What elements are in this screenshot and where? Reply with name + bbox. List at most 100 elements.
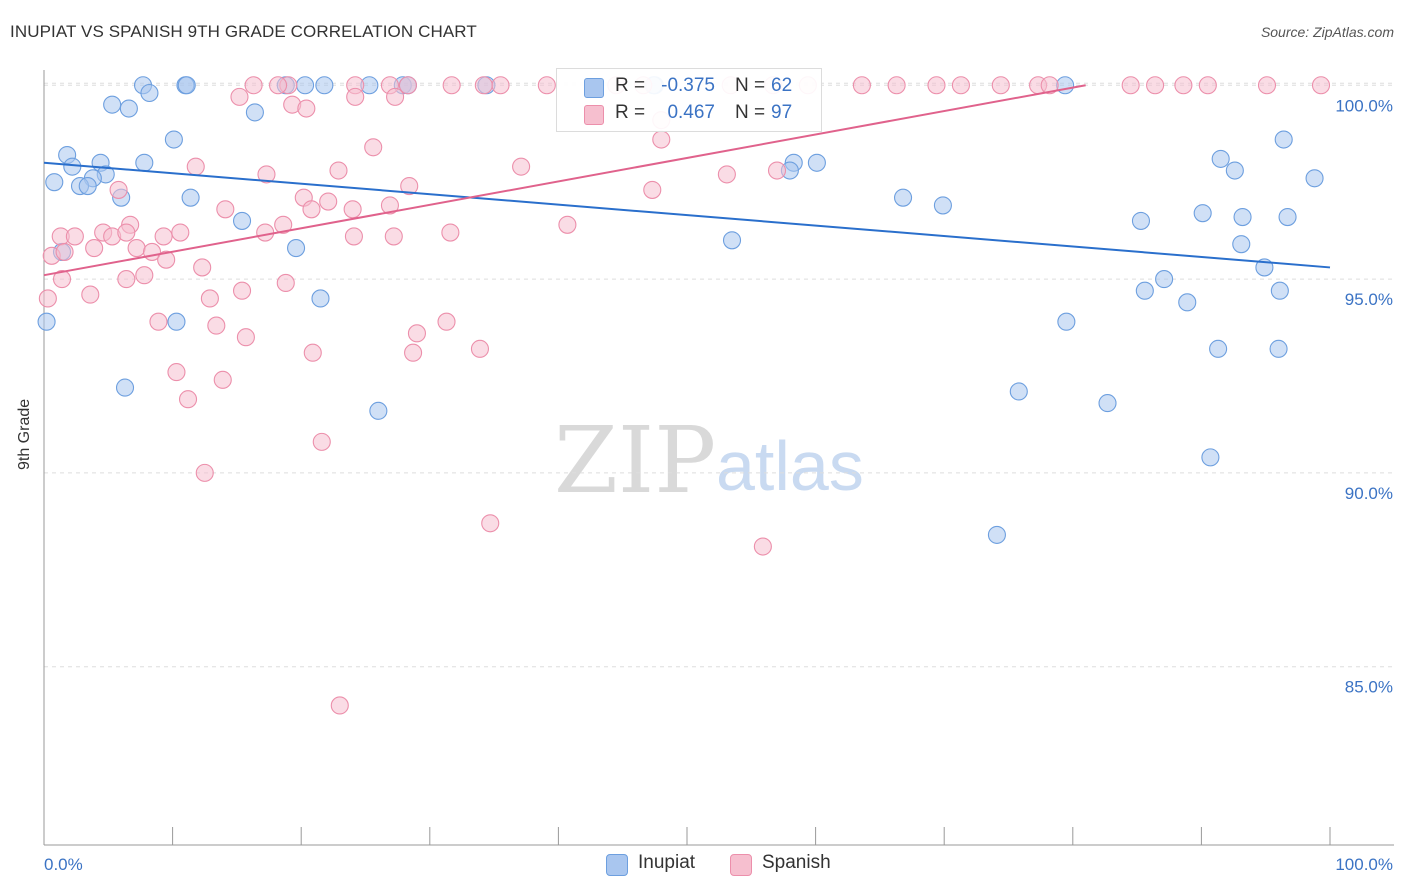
legend-label-inupiat: Inupiat bbox=[638, 852, 696, 873]
inupiat-point bbox=[1131, 211, 1151, 230]
n-label: N = bbox=[735, 75, 766, 96]
x-tick-label: 0.0% bbox=[44, 855, 83, 874]
watermark-zip: ZIP bbox=[554, 407, 716, 514]
inupiat-point bbox=[135, 153, 154, 172]
spanish-point bbox=[38, 289, 57, 308]
inupiat-point bbox=[1305, 169, 1324, 188]
spanish-point bbox=[269, 76, 288, 95]
spanish-point bbox=[491, 76, 510, 95]
spanish-point bbox=[512, 157, 531, 176]
inupiat-point bbox=[987, 525, 1006, 544]
spanish-point bbox=[364, 138, 383, 157]
inupiat-point bbox=[315, 76, 334, 95]
inupiat-point bbox=[1209, 339, 1228, 358]
spanish-point bbox=[319, 192, 338, 211]
spanish-point bbox=[157, 250, 176, 269]
spanish-point bbox=[470, 339, 490, 358]
spanish-point bbox=[753, 537, 772, 556]
spanish-point bbox=[951, 76, 970, 95]
spanish-point bbox=[312, 432, 331, 451]
spanish-point bbox=[329, 161, 348, 180]
spanish-point bbox=[474, 76, 493, 95]
spanish-point bbox=[330, 696, 349, 715]
inupiat-point bbox=[1056, 76, 1075, 95]
spanish-point bbox=[643, 180, 662, 199]
spanish-point bbox=[236, 328, 255, 347]
spanish-point bbox=[85, 239, 104, 258]
inupiat-point bbox=[78, 176, 97, 196]
spanish-point bbox=[109, 180, 128, 199]
inupiat-point bbox=[1057, 312, 1076, 331]
inupiat-legend-swatch bbox=[606, 854, 628, 876]
spanish-point bbox=[767, 161, 787, 180]
legend-label-spanish: Spanish bbox=[762, 852, 831, 873]
inupiat-swatch bbox=[584, 78, 604, 98]
r-label: R = bbox=[615, 102, 646, 123]
n-label: N = bbox=[735, 102, 766, 123]
spanish-point bbox=[343, 200, 362, 219]
inupiat-point bbox=[1274, 130, 1293, 149]
spanish-point bbox=[195, 463, 214, 482]
inupiat-point bbox=[245, 103, 264, 122]
spanish-point bbox=[442, 76, 461, 95]
inupiat-point bbox=[1269, 339, 1288, 358]
spanish-point bbox=[1311, 76, 1331, 95]
inupiat-point bbox=[1098, 394, 1117, 413]
spanish-point bbox=[1146, 76, 1165, 95]
inupiat-point bbox=[1232, 235, 1251, 254]
spanish-point bbox=[52, 270, 72, 289]
inupiat-point bbox=[181, 188, 200, 207]
spanish-point bbox=[178, 390, 198, 409]
spanish-point bbox=[1174, 76, 1193, 95]
inupiat-point bbox=[933, 196, 952, 215]
spanish-point bbox=[400, 176, 419, 196]
n-value: 97 bbox=[771, 102, 793, 123]
spanish-point bbox=[256, 223, 275, 242]
spanish-point bbox=[991, 76, 1010, 95]
inupiat-point bbox=[1270, 281, 1289, 300]
inupiat-point bbox=[1211, 149, 1230, 168]
inupiat-point bbox=[807, 153, 826, 172]
spanish-point bbox=[558, 215, 577, 234]
spanish-point bbox=[887, 76, 906, 95]
spanish-point bbox=[303, 343, 322, 362]
inupiat-point bbox=[893, 188, 913, 207]
series-legend: Inupiat Spanish bbox=[0, 852, 1406, 878]
spanish-point bbox=[537, 76, 556, 95]
stats-legend: R = -0.375 N = 62 R = 0.467 N = 97 bbox=[556, 68, 822, 132]
spanish-point bbox=[437, 312, 456, 331]
x-tick-label: 100.0% bbox=[1335, 855, 1393, 874]
n-value: 62 bbox=[771, 75, 793, 96]
inupiat-point bbox=[140, 83, 159, 103]
spanish-point bbox=[117, 270, 136, 289]
spanish-point bbox=[232, 281, 252, 300]
spanish-point bbox=[127, 239, 146, 258]
spanish-point bbox=[55, 242, 74, 261]
legend-row-inupiat: R = -0.375 N = 62 bbox=[557, 74, 821, 100]
spanish-point bbox=[297, 99, 316, 118]
source-credit: Source: ZipAtlas.com bbox=[1260, 24, 1394, 40]
spanish-point bbox=[186, 157, 205, 176]
spanish-point bbox=[407, 324, 426, 343]
r-value: 0.467 bbox=[667, 102, 715, 123]
y-tick-label: 85.0% bbox=[1345, 678, 1393, 697]
inupiat-point bbox=[1135, 281, 1154, 300]
inupiat-point bbox=[1178, 293, 1197, 312]
inupiat-point bbox=[296, 76, 315, 95]
inupiat-point bbox=[1201, 448, 1220, 467]
chart-title: INUPIAT VS SPANISH 9TH GRADE CORRELATION… bbox=[10, 22, 477, 41]
r-value: -0.375 bbox=[661, 75, 715, 96]
inupiat-point bbox=[37, 312, 56, 331]
spanish-point bbox=[257, 165, 276, 184]
spanish-point bbox=[481, 514, 500, 533]
y-tick-label: 95.0% bbox=[1345, 290, 1393, 309]
spanish-legend-swatch bbox=[730, 854, 752, 876]
spanish-point bbox=[81, 285, 100, 304]
inupiat-point bbox=[1225, 161, 1244, 180]
inupiat-point bbox=[1278, 207, 1297, 227]
spanish-point bbox=[398, 76, 417, 95]
inupiat-point bbox=[1193, 204, 1212, 223]
inupiat-point bbox=[119, 99, 138, 118]
spanish-point bbox=[65, 227, 84, 246]
spanish-point bbox=[276, 273, 295, 292]
